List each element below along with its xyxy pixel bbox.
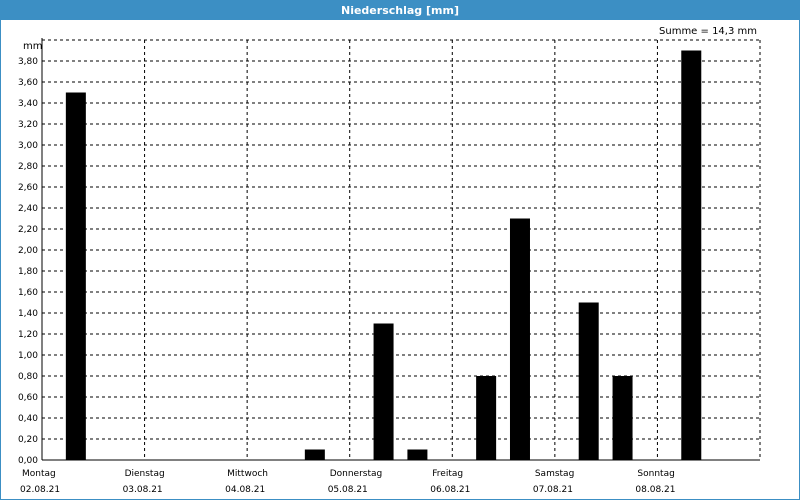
x-tick-day-label: Sonntag: [637, 469, 674, 479]
y-axis-unit: mm: [23, 41, 43, 52]
bar: [373, 323, 394, 460]
y-tick-label: 0,40: [18, 414, 38, 424]
x-tick-day-label: Montag: [22, 469, 56, 479]
y-tick-label: 2,80: [18, 162, 38, 172]
x-tick-date-label: 05.08.21: [328, 485, 368, 495]
bars: [65, 50, 702, 460]
x-tick-date-label: 02.08.21: [20, 485, 60, 495]
y-tick-label: 0,00: [18, 456, 38, 466]
bar: [509, 218, 530, 460]
bar: [578, 302, 599, 460]
bar: [407, 449, 428, 460]
x-tick-date-label: 04.08.21: [225, 485, 265, 495]
x-tick-day-label: Mittwoch: [227, 469, 268, 479]
y-tick-label: 1,80: [18, 267, 38, 277]
y-tick-label: 1,40: [18, 309, 38, 319]
x-tick-day-label: Samstag: [535, 469, 574, 479]
y-tick-label: 3,40: [18, 99, 38, 109]
bar: [476, 376, 497, 460]
y-tick-label: 0,60: [18, 393, 38, 403]
x-tick-labels: Montag 02.08.21 Dienstag 03.08.21 Mittwoch 04…: [20, 469, 676, 495]
y-tick-label: 3,20: [18, 120, 38, 130]
chart-title: Niederschlag [mm]: [1, 1, 799, 20]
x-tick-date-label: 03.08.21: [123, 485, 163, 495]
y-tick-label: 2,40: [18, 204, 38, 214]
bar: [612, 376, 633, 460]
bar: [304, 449, 325, 460]
y-tick-label: 2,20: [18, 225, 38, 235]
y-tick-label: 1,20: [18, 330, 38, 340]
y-tick-label: 1,60: [18, 288, 38, 298]
y-tick-label: 3,60: [18, 78, 38, 88]
bar: [65, 92, 86, 460]
x-tick-date-label: 07.08.21: [533, 485, 573, 495]
y-tick-label: 1,00: [18, 351, 38, 361]
grid: [42, 39, 761, 460]
sum-label: Summe = 14,3 mm: [659, 26, 757, 37]
y-tick-label: 0,80: [18, 372, 38, 382]
x-tick-day-label: Donnerstag: [330, 469, 383, 479]
bar: [681, 50, 702, 460]
y-tick-label: 2,00: [18, 246, 38, 256]
y-tick-label: 3,80: [18, 57, 38, 67]
axes: [41, 38, 760, 461]
x-tick-date-label: 08.08.21: [635, 485, 675, 495]
y-tick-label: 3,00: [18, 141, 38, 151]
x-tick-date-label: 06.08.21: [430, 485, 470, 495]
x-tick-day-label: Freitag: [432, 469, 463, 479]
x-tick-day-label: Dienstag: [125, 469, 165, 479]
y-tick-label: 0,20: [18, 435, 38, 445]
y-tick-label: 2,60: [18, 183, 38, 193]
y-tick-labels: 0,00 0,20 0,40 0,60 0,80 1,00 1,20 1,40 1,60 1,80…: [18, 57, 38, 466]
